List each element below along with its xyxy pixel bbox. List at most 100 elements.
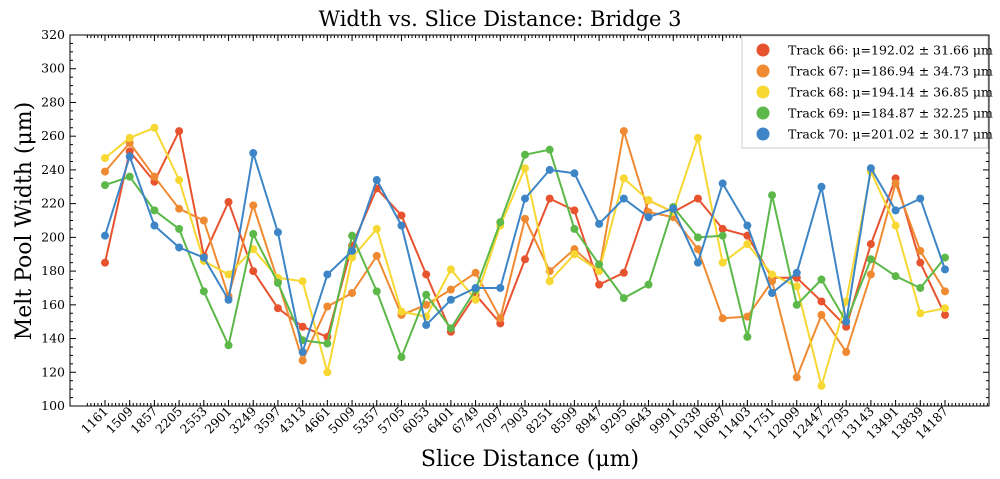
legend-marker — [756, 106, 770, 120]
series-1 — [101, 127, 949, 341]
data-point — [644, 196, 653, 205]
data-point — [175, 176, 184, 185]
data-point — [446, 324, 455, 333]
data-point — [101, 181, 109, 190]
data-point — [916, 309, 925, 318]
data-point — [545, 145, 554, 154]
data-point — [273, 278, 282, 287]
data-point — [941, 253, 949, 262]
data-point — [521, 150, 529, 159]
data-point — [496, 218, 505, 227]
data-point — [619, 127, 628, 136]
data-point — [175, 243, 184, 252]
data-point — [644, 213, 653, 222]
data-point — [521, 164, 529, 173]
legend-marker — [756, 64, 770, 78]
chart-title: Width vs. Slice Distance: Bridge 3 — [319, 7, 682, 31]
data-point — [298, 356, 307, 365]
data-point — [471, 295, 480, 304]
data-point — [125, 172, 134, 181]
data-point — [175, 204, 184, 213]
data-point — [768, 277, 777, 286]
data-point — [323, 339, 332, 348]
data-point — [199, 287, 208, 296]
data-point — [446, 295, 455, 304]
data-point — [224, 197, 233, 206]
data-point — [199, 253, 208, 262]
data-point — [150, 206, 159, 215]
data-point — [125, 133, 134, 142]
data-point — [595, 219, 604, 228]
plot-frame — [69, 34, 990, 407]
legend-marker — [756, 85, 770, 99]
data-point — [397, 307, 406, 316]
data-point — [372, 251, 381, 260]
y-tick-label: 320 — [41, 27, 65, 42]
y-tick-label: 260 — [41, 128, 65, 143]
data-point — [916, 246, 925, 255]
data-point — [150, 221, 159, 230]
data-point — [570, 224, 579, 233]
data-point — [792, 300, 801, 309]
data-point — [619, 268, 628, 277]
data-point — [916, 283, 925, 292]
data-point — [397, 221, 406, 230]
data-point — [941, 304, 949, 313]
data-point — [792, 268, 801, 277]
data-point — [348, 289, 357, 298]
series-3 — [101, 123, 949, 390]
data-point — [891, 272, 900, 281]
data-point — [718, 224, 727, 233]
data-point — [570, 206, 579, 215]
data-point — [422, 321, 431, 330]
data-point — [570, 169, 579, 178]
data-point — [570, 250, 579, 259]
y-tick-label: 280 — [41, 94, 65, 109]
data-point — [372, 287, 381, 296]
data-point — [941, 310, 949, 319]
data-point — [743, 312, 752, 321]
data-point — [150, 172, 159, 181]
data-point — [224, 270, 233, 279]
legend: Track 66: μ=192.02 ± 31.66 μm Track 67: μ… — [741, 35, 993, 149]
data-point — [372, 224, 381, 233]
data-point — [496, 314, 505, 323]
data-point — [101, 258, 109, 267]
data-point — [743, 221, 752, 230]
data-point — [693, 258, 702, 267]
data-point — [619, 294, 628, 303]
data-point — [743, 240, 752, 249]
data-point — [101, 154, 109, 163]
data-point — [101, 167, 109, 176]
data-point — [471, 268, 480, 277]
data-point — [496, 283, 505, 292]
data-point — [348, 253, 357, 262]
data-point — [125, 152, 134, 161]
data-point — [644, 280, 653, 289]
data-point — [866, 240, 875, 249]
data-point — [891, 221, 900, 230]
legend-label: Track 69: μ=184.87 ± 32.25 μm — [788, 106, 993, 121]
data-point — [941, 287, 949, 296]
legend-label: Track 68: μ=194.14 ± 36.85 μm — [788, 85, 993, 100]
data-point — [743, 332, 752, 341]
data-point — [348, 231, 357, 240]
data-point — [866, 270, 875, 279]
data-point — [150, 123, 159, 132]
data-point — [348, 246, 357, 255]
series-layer — [101, 123, 949, 390]
data-point — [842, 317, 851, 326]
data-point — [768, 270, 777, 279]
data-point — [249, 201, 258, 210]
data-point — [693, 133, 702, 142]
data-point — [298, 277, 307, 286]
series-5 — [101, 149, 949, 357]
legend-label: Track 67: μ=186.94 ± 34.73 μm — [788, 64, 993, 79]
data-point — [422, 270, 431, 279]
data-point — [916, 194, 925, 203]
data-point — [595, 280, 604, 289]
data-point — [224, 341, 233, 350]
data-point — [298, 348, 307, 357]
data-point — [595, 260, 604, 269]
